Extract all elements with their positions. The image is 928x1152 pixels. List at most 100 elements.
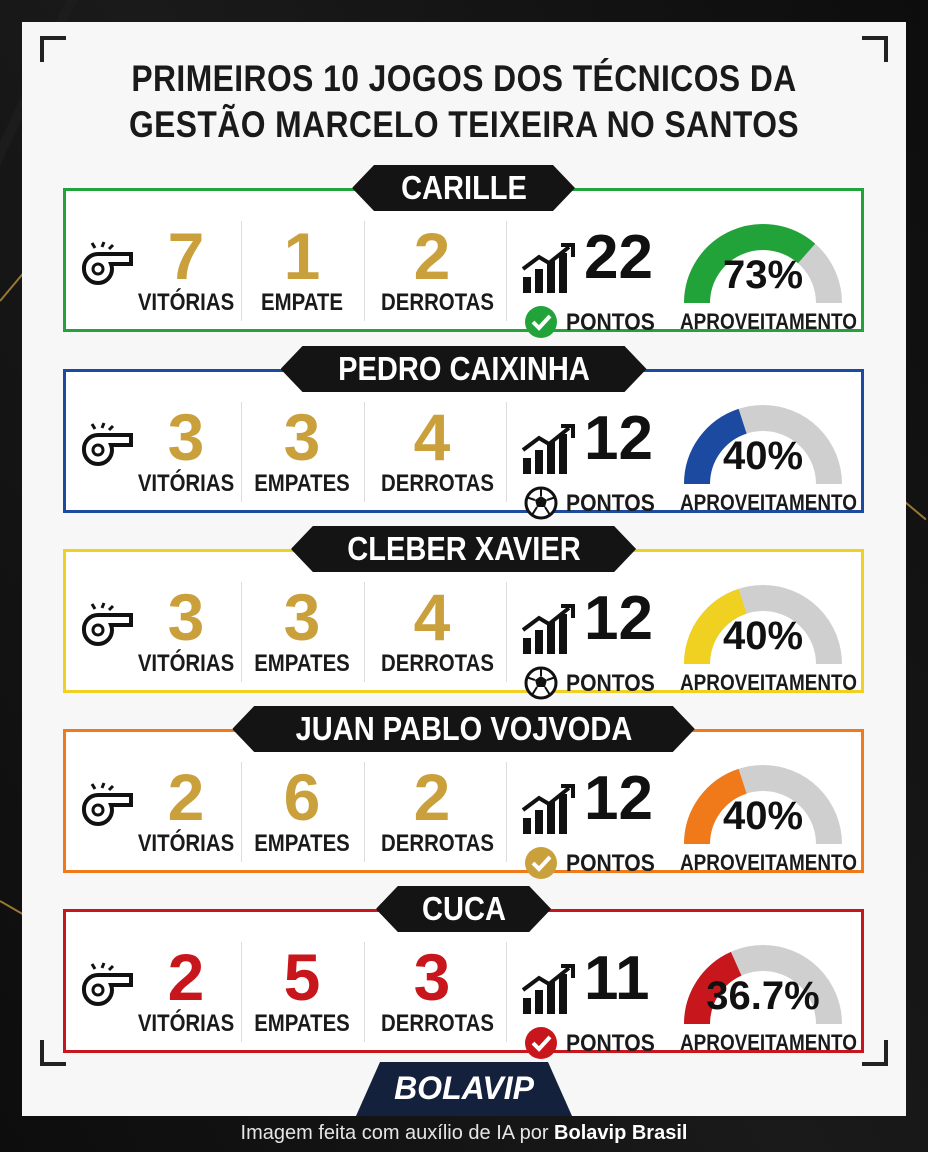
coach-name: CLEBER XAVIER	[346, 530, 581, 567]
whistle-icon	[78, 602, 134, 652]
losses-label: DERROTAS	[381, 650, 494, 677]
points-value: 12	[584, 404, 653, 473]
losses-value: 2	[413, 760, 451, 834]
growth-chart-icon	[521, 424, 577, 476]
draws-stat: 5 EMPATES	[242, 942, 362, 1038]
bolavip-logo	[356, 1062, 572, 1116]
losses-stat: 4 DERROTAS	[372, 580, 494, 678]
check-red-icon	[524, 1026, 558, 1060]
divider	[364, 221, 365, 321]
wins-value: 2	[167, 940, 205, 1014]
aproveitamento-gauge	[678, 752, 848, 852]
soccer-ball-icon	[524, 486, 558, 520]
coach-name-banner: CLEBER XAVIER	[291, 526, 636, 572]
draws-value: 6	[283, 760, 321, 834]
whistle-icon	[78, 782, 134, 832]
percent-value: 40%	[722, 434, 804, 478]
logo-text: BOLAVIP	[394, 1070, 534, 1106]
losses-stat: 3 DERROTAS	[372, 940, 494, 1038]
losses-value: 4	[413, 580, 451, 654]
wins-label: VITÓRIAS	[137, 830, 235, 857]
points-value: 12	[584, 764, 653, 833]
draws-label: EMPATES	[254, 470, 350, 497]
title-line-2: GESTÃO MARCELO TEIXEIRA NO SANTOS	[128, 104, 800, 145]
wins-stat: 3 VITÓRIAS	[126, 582, 246, 678]
wins-stat: 7 VITÓRIAS	[126, 221, 246, 317]
divider	[241, 762, 242, 862]
divider	[241, 582, 242, 682]
draws-stat: 3 EMPATES	[242, 402, 362, 498]
aproveitamento-gauge	[678, 932, 848, 1032]
wins-value: 3	[167, 580, 205, 654]
divider	[506, 402, 507, 502]
losses-label: DERROTAS	[381, 470, 494, 497]
draws-stat: 6 EMPATES	[242, 762, 362, 858]
percent-value: 40%	[722, 614, 804, 658]
coach-name-banner: CARILLE	[352, 165, 575, 211]
coach-card: PEDRO CAIXINHA 3 VITÓRIAS 3 EMPATES 4 DE…	[63, 369, 864, 520]
divider	[364, 582, 365, 682]
divider	[506, 762, 507, 862]
losses-label: DERROTAS	[381, 289, 494, 316]
losses-value: 4	[413, 400, 451, 474]
aproveitamento-label: APROVEITAMENTO	[680, 1030, 857, 1055]
draws-label: EMPATES	[254, 650, 350, 677]
aproveitamento-gauge	[678, 211, 848, 311]
aproveitamento-gauge	[678, 392, 848, 492]
wins-stat: 3 VITÓRIAS	[126, 402, 246, 498]
losses-value: 3	[413, 940, 451, 1014]
divider	[241, 942, 242, 1042]
coach-card: CLEBER XAVIER 3 VITÓRIAS 3 EMPATES 4 DER…	[63, 549, 864, 700]
wins-stat: 2 VITÓRIAS	[126, 942, 246, 1038]
points-value: 22	[584, 223, 653, 292]
corner-bracket	[40, 36, 66, 62]
losses-label: DERROTAS	[381, 1010, 494, 1037]
points-label: PONTOS	[566, 309, 655, 336]
points-label: PONTOS	[566, 850, 655, 877]
draws-value: 3	[283, 400, 321, 474]
draws-value: 1	[283, 219, 321, 293]
losses-stat: 4 DERROTAS	[372, 400, 494, 498]
losses-stat: 2 DERROTAS	[372, 760, 494, 858]
corner-bracket	[862, 1040, 888, 1066]
divider	[506, 942, 507, 1042]
aproveitamento-label: APROVEITAMENTO	[680, 670, 857, 695]
wins-label: VITÓRIAS	[137, 470, 235, 497]
divider	[506, 582, 507, 682]
coach-name: JUAN PABLO VOJVODA	[295, 710, 632, 747]
growth-chart-icon	[521, 243, 577, 295]
points-value: 12	[584, 584, 653, 653]
growth-chart-icon	[521, 964, 577, 1016]
whistle-icon	[78, 962, 134, 1012]
points-label: PONTOS	[566, 490, 655, 517]
wins-stat: 2 VITÓRIAS	[126, 762, 246, 858]
aproveitamento-label: APROVEITAMENTO	[680, 309, 857, 334]
wins-value: 3	[167, 400, 205, 474]
divider	[241, 221, 242, 321]
draws-label: EMPATE	[261, 289, 343, 316]
check-gold-icon	[524, 846, 558, 880]
coach-name: CUCA	[421, 890, 506, 927]
whistle-icon	[78, 422, 134, 472]
losses-value: 2	[413, 219, 451, 293]
percent-value: 73%	[722, 253, 804, 297]
percent-value: 40%	[722, 794, 804, 838]
coach-card: CARILLE 7 VITÓRIAS 1 EMPATE 2 DERROTAS 2…	[63, 188, 864, 338]
coach-card: JUAN PABLO VOJVODA 2 VITÓRIAS 6 EMPATES …	[63, 729, 864, 879]
divider	[364, 402, 365, 502]
aproveitamento-gauge	[678, 572, 848, 672]
corner-bracket	[40, 1040, 66, 1066]
coach-name: CARILLE	[400, 169, 527, 206]
wins-value: 2	[167, 760, 205, 834]
coach-name-banner: PEDRO CAIXINHA	[280, 346, 646, 392]
wins-label: VITÓRIAS	[137, 650, 235, 677]
draws-label: EMPATES	[254, 830, 350, 857]
draws-value: 5	[283, 940, 321, 1014]
points-value: 11	[584, 944, 650, 1013]
title-line-1: PRIMEIROS 10 JOGOS DOS TÉCNICOS DA	[131, 58, 797, 99]
growth-chart-icon	[521, 604, 577, 656]
wins-label: VITÓRIAS	[137, 1010, 235, 1037]
divider	[241, 402, 242, 502]
coach-name-banner: CUCA	[376, 886, 551, 932]
percent-value: 36.7%	[706, 974, 820, 1018]
